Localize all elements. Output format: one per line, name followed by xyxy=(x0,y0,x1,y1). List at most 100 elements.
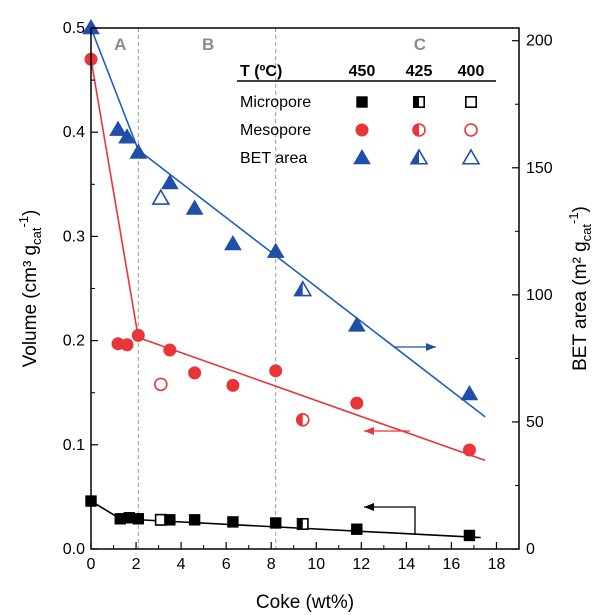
legend-row-label: BET area xyxy=(240,150,307,167)
data-point-micropore xyxy=(463,529,476,542)
marker-shape xyxy=(129,143,148,159)
data-point-mesopore xyxy=(226,378,240,392)
marker-shape xyxy=(266,242,285,258)
axis-ticks: 0 2 4 6 8 10 12 14 16 18 0.0 0.1 0.2 0.3 0.4 0.5 0 50 100 1… xyxy=(63,20,553,573)
data-point-micropore xyxy=(351,523,363,535)
region-label-a: A xyxy=(114,35,126,54)
x-tick-label: 16 xyxy=(443,556,461,573)
region-label-b: B xyxy=(202,35,214,54)
data-point-mesopore xyxy=(154,377,168,392)
data-point-bet-area xyxy=(266,242,285,258)
data-point-bet-area xyxy=(293,280,313,297)
data-point-mesopore xyxy=(350,396,364,410)
fit-line-bet-area xyxy=(90,27,486,418)
x-tick-label: 6 xyxy=(222,556,231,573)
legend-marker xyxy=(461,148,481,165)
data-point-mesopore xyxy=(188,366,202,380)
legend-marker xyxy=(464,96,477,109)
marker-shape xyxy=(188,514,201,526)
legend-marker xyxy=(356,96,368,108)
data-point-bet-area xyxy=(118,128,136,144)
data-point-bet-area xyxy=(460,384,479,401)
arrow-head xyxy=(364,503,374,511)
data-markers xyxy=(82,19,479,542)
legend-marker xyxy=(409,148,429,165)
y-right-label-exp: -1 xyxy=(566,212,581,224)
marker-shape xyxy=(347,316,366,332)
legend-header: T (ºC) xyxy=(240,63,282,80)
data-point-mesopore xyxy=(462,443,476,457)
y-left-tick-label: 0.5 xyxy=(63,20,85,37)
marker-shape xyxy=(109,120,127,136)
legend-marker xyxy=(412,123,426,137)
marker-shape xyxy=(154,377,168,392)
data-point-micropore xyxy=(164,514,176,526)
mesopore-left-axis-arrow xyxy=(364,427,410,435)
marker-shape xyxy=(463,529,476,542)
marker-shape xyxy=(118,128,136,144)
y-left-label-main: Volume (cm³ g xyxy=(20,245,41,367)
arrow-head xyxy=(426,343,436,351)
data-point-bet-area xyxy=(151,188,171,205)
data-point-bet-area xyxy=(185,199,204,215)
y-right-label-main: BET area (m² g xyxy=(570,241,591,371)
x-tick-label: 14 xyxy=(397,556,415,573)
y-left-label-exp: -1 xyxy=(16,216,31,228)
marker-shape xyxy=(131,328,145,342)
y-right-tick-label: 50 xyxy=(526,414,544,431)
y-right-label-sub: cat xyxy=(579,224,594,242)
legend-row-label: Micropore xyxy=(240,94,311,111)
data-point-bet-area xyxy=(347,316,366,332)
marker-shape xyxy=(164,514,176,526)
marker-shape xyxy=(460,384,479,401)
fit-line-mesopore xyxy=(90,59,486,462)
marker-shape xyxy=(353,149,371,165)
marker-half-fill xyxy=(413,96,419,108)
data-point-bet-area xyxy=(224,235,242,251)
micropore-left-axis-arrow xyxy=(364,503,394,511)
x-tick-label: 0 xyxy=(87,556,96,573)
marker-shape xyxy=(462,443,476,457)
marker-shape xyxy=(224,235,242,251)
legend-temperature-450: 450 xyxy=(349,63,376,80)
marker-shape xyxy=(351,523,363,535)
marker-shape xyxy=(188,366,202,380)
marker-shape xyxy=(356,96,368,108)
marker-shape xyxy=(226,378,240,392)
marker-shape xyxy=(120,338,134,352)
marker-shape xyxy=(185,199,204,215)
y-right-tick-label: 0 xyxy=(526,541,535,558)
x-tick-label: 2 xyxy=(132,556,141,573)
legend-marker xyxy=(355,123,369,137)
axis-arrows xyxy=(364,343,436,535)
region-label-c: C xyxy=(414,35,426,54)
y-right-tick-label: 100 xyxy=(526,287,553,304)
x-tick-label: 10 xyxy=(307,556,325,573)
data-point-micropore xyxy=(270,517,282,529)
x-tick-label: 12 xyxy=(352,556,370,573)
marker-shape xyxy=(355,123,369,137)
marker-shape xyxy=(132,513,145,525)
region-labels: A B C xyxy=(114,35,426,54)
data-point-mesopore xyxy=(131,328,145,342)
legend: T (ºC) 450 425 400 Micropore Mesopore BET area xyxy=(237,63,496,167)
legend-temperature-425: 425 xyxy=(406,63,433,80)
y-left-tick-label: 0.0 xyxy=(63,541,85,558)
x-tick-label: 18 xyxy=(488,556,506,573)
marker-shape xyxy=(163,343,177,357)
fit-line-micropore xyxy=(90,500,481,539)
legend-marker xyxy=(464,123,478,137)
data-point-micropore xyxy=(227,516,239,528)
data-point-bet-area xyxy=(129,143,148,159)
legend-row-label: Mesopore xyxy=(240,122,311,139)
marker-half-fill xyxy=(296,413,303,426)
x-tick-label: 4 xyxy=(177,556,186,573)
legend-temperature-400: 400 xyxy=(458,63,485,80)
y-axis-right-label: BET area (m² gcat-1) xyxy=(566,206,594,371)
x-tick-label: 8 xyxy=(267,556,276,573)
y-left-tick-label: 0.3 xyxy=(63,228,85,245)
y-right-label-close: ) xyxy=(570,206,591,212)
y-left-tick-label: 0.4 xyxy=(63,124,85,141)
marker-shape xyxy=(350,396,364,410)
data-point-mesopore xyxy=(269,364,283,378)
